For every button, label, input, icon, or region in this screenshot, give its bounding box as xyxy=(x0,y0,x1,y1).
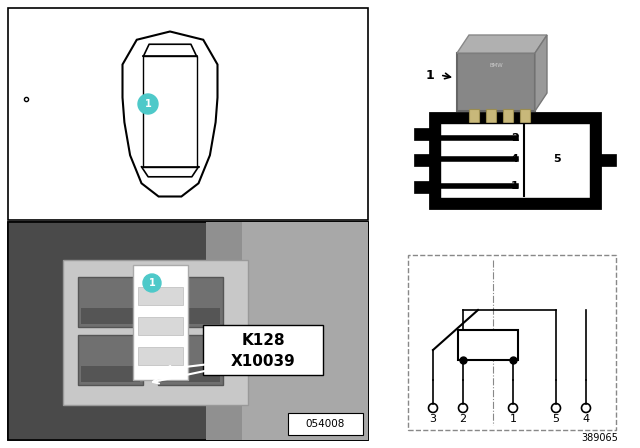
Bar xyxy=(458,330,518,360)
Text: 2: 2 xyxy=(460,414,467,424)
Bar xyxy=(440,123,590,198)
Bar xyxy=(503,109,513,125)
Text: 3: 3 xyxy=(589,154,597,164)
Polygon shape xyxy=(457,35,547,53)
Bar xyxy=(469,109,479,125)
Bar xyxy=(520,109,530,125)
Bar xyxy=(8,222,368,440)
Bar xyxy=(161,308,220,324)
Text: 1: 1 xyxy=(145,99,152,109)
Text: BMW: BMW xyxy=(489,63,503,68)
Bar xyxy=(138,347,183,365)
Bar xyxy=(138,317,183,335)
Bar xyxy=(414,128,430,140)
Bar xyxy=(288,413,363,435)
Text: 1: 1 xyxy=(509,414,516,424)
Bar xyxy=(78,335,143,385)
Text: 5: 5 xyxy=(552,414,559,424)
Bar xyxy=(81,366,140,382)
Bar xyxy=(600,154,616,166)
Bar xyxy=(486,109,496,125)
Text: 5: 5 xyxy=(553,154,561,164)
Bar xyxy=(158,277,223,327)
Bar xyxy=(203,325,323,375)
Bar xyxy=(138,287,183,305)
Circle shape xyxy=(138,94,158,114)
Bar xyxy=(414,181,430,193)
Bar xyxy=(78,277,143,327)
Circle shape xyxy=(143,274,161,292)
Bar xyxy=(161,366,220,382)
Bar xyxy=(430,113,600,208)
Text: 2: 2 xyxy=(511,133,518,143)
Bar xyxy=(206,222,368,440)
Bar xyxy=(8,222,368,440)
Bar xyxy=(414,154,430,166)
Text: 4: 4 xyxy=(511,154,518,164)
Text: 1: 1 xyxy=(511,181,518,191)
Text: X10039: X10039 xyxy=(230,353,296,369)
Text: 1: 1 xyxy=(148,278,156,288)
Bar xyxy=(81,308,140,324)
Bar xyxy=(457,53,535,111)
Bar xyxy=(408,255,616,430)
Polygon shape xyxy=(535,35,547,111)
Bar xyxy=(143,56,196,167)
Text: 054008: 054008 xyxy=(306,419,345,429)
Text: 4: 4 xyxy=(582,414,589,424)
Text: 389065: 389065 xyxy=(581,433,618,443)
Text: 3: 3 xyxy=(429,414,436,424)
Bar xyxy=(242,222,368,440)
Bar xyxy=(158,335,223,385)
Bar xyxy=(133,265,188,380)
Bar xyxy=(8,8,368,220)
Bar xyxy=(63,260,248,405)
Text: K128: K128 xyxy=(241,332,285,348)
Text: 1: 1 xyxy=(426,69,435,82)
